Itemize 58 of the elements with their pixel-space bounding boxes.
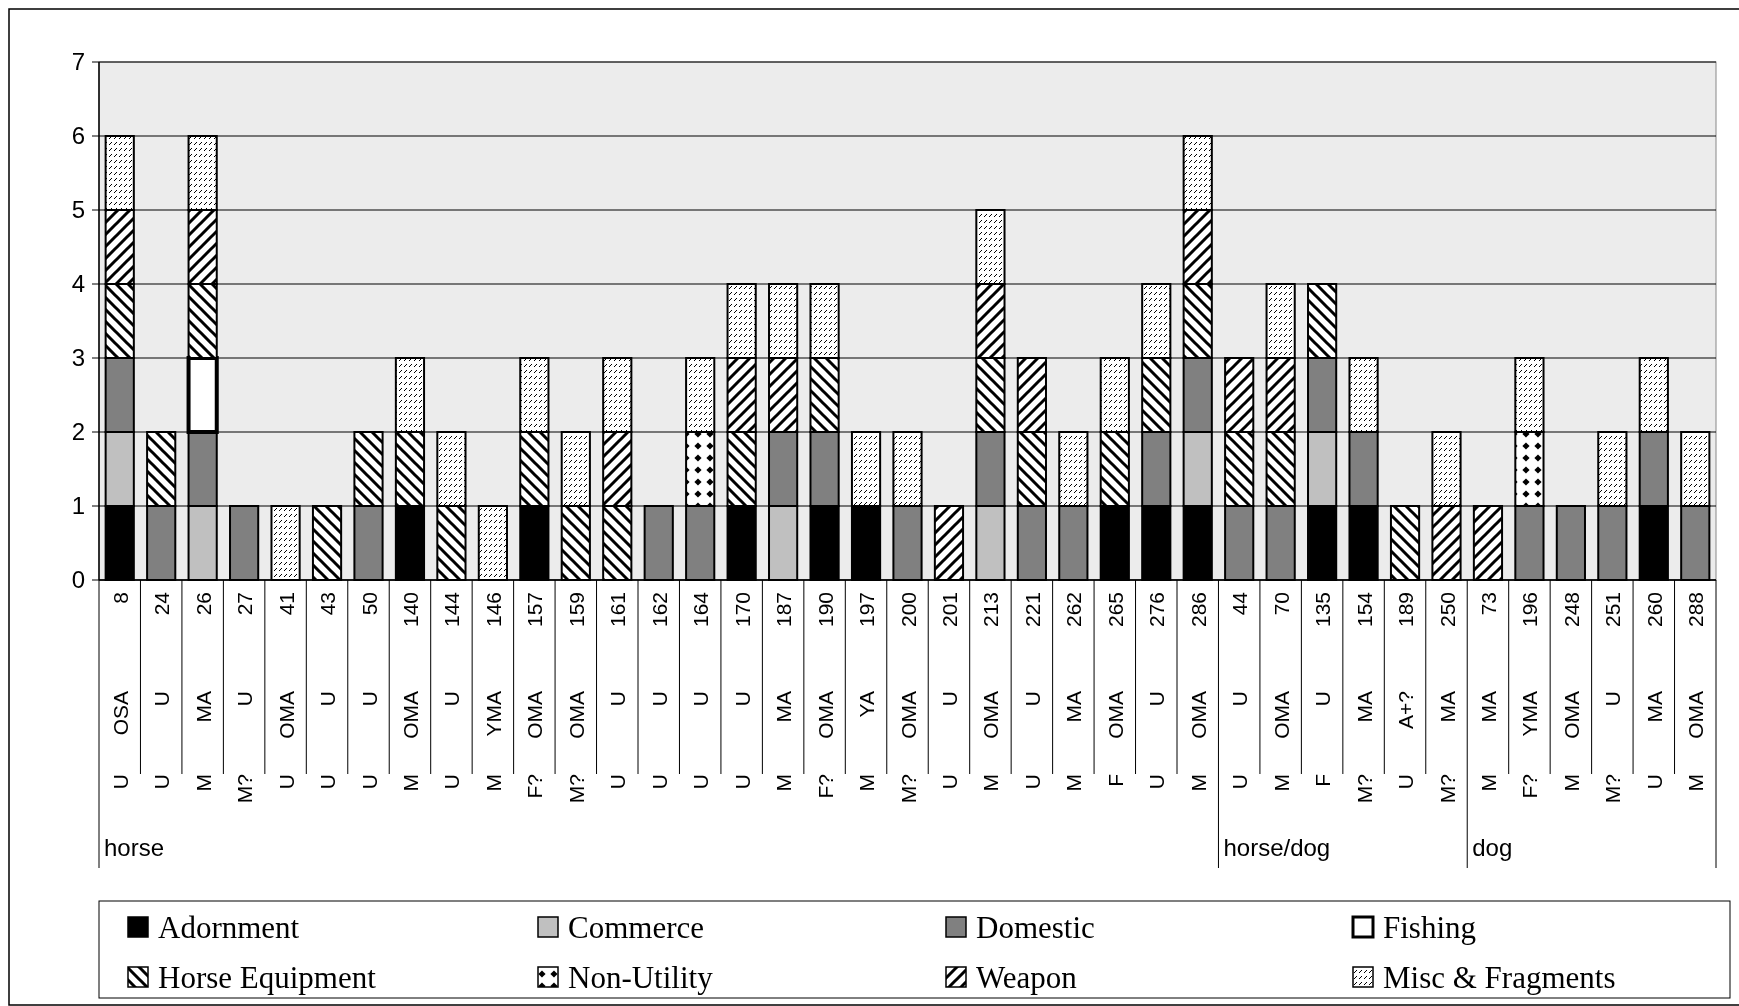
category-label: U U 221 [1020,592,1044,790]
category-label: U U 43 [316,592,340,790]
text: horse/dog [1223,834,1331,861]
category-label: M OMA 70 [1269,592,1293,792]
category-label: U U 276 [1145,592,1169,790]
category-label: U U 24 [150,592,174,790]
legend-label: Adornment [158,909,300,945]
category-label: M MA 26 [191,592,215,792]
category-label: F? YMA 196 [1518,592,1542,799]
category-label: M MA 262 [1062,592,1086,792]
category-label: U U 161 [606,592,630,790]
category-label: M? OMA 159 [564,592,588,804]
legend-label: Commerce [568,909,705,945]
category-label: M YMA 146 [481,592,505,792]
y-tick-label: 5 [71,196,85,224]
legend-label: Fishing [1383,909,1477,945]
category-label: U U 164 [689,592,713,790]
category-label: U U 201 [937,592,961,790]
text: horse [104,834,165,861]
category-label: M? U 27 [233,592,257,804]
category-label: M MA 187 [772,592,796,792]
category-label: M OMA 248 [1559,592,1583,792]
legend-label: Horse Equipment [158,959,377,995]
y-tick-label: 2 [71,418,85,446]
y-tick-label: 3 [71,344,85,372]
category-label: M YA 197 [855,592,879,792]
text: dog [1472,834,1513,861]
category-label: U U 50 [357,592,381,790]
category-label: M? OMA 200 [896,592,920,804]
category-label: U MA 260 [1642,592,1666,790]
category-label: M OMA 213 [979,592,1003,792]
category-label: U A+? 189 [1394,592,1418,790]
category-label: U U 44 [1228,592,1252,790]
y-tick-label: 7 [71,48,85,76]
category-label: U U 170 [730,592,754,790]
category-label: M? MA 250 [1435,592,1459,804]
category-label: U U 144 [440,592,464,790]
category-label: F? OMA 190 [813,592,837,799]
legend-label: Weapon [976,959,1078,995]
category-label: F OMA 265 [1103,592,1127,787]
category-label: M OMA 288 [1684,592,1708,792]
category-label: M MA 73 [1476,592,1500,792]
category-label: F U 135 [1311,592,1335,787]
legend-label: Non-Utility [568,959,714,995]
category-label: F? OMA 157 [523,592,547,799]
category-label: M? MA 154 [1352,592,1376,804]
y-tick-label: 0 [71,566,85,594]
y-tick-label: 6 [71,122,85,150]
category-label: M OMA 140 [398,592,422,792]
y-tick-label: 4 [71,270,85,298]
category-label: U OSA 8 [108,592,132,790]
category-label: M OMA 286 [1186,592,1210,792]
y-tick-label: 1 [71,492,85,520]
legend-label: Domestic [976,909,1095,945]
category-label: U OMA 41 [274,592,298,790]
category-label: U U 162 [647,592,671,790]
legend-label: Misc & Fragments [1383,959,1616,995]
category-label: M? U 251 [1601,592,1625,804]
